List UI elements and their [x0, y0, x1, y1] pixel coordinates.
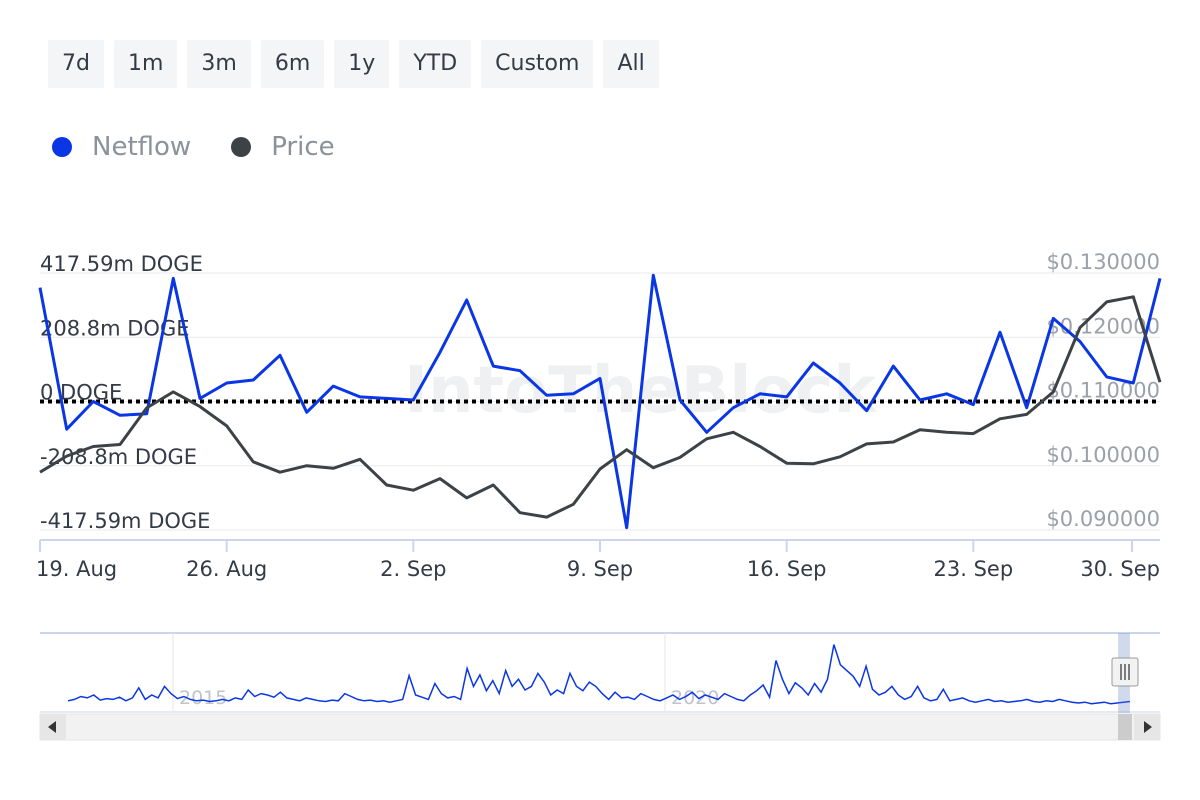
y-left-tick-label: -417.59m DOGE [40, 509, 210, 533]
range-button-6m[interactable]: 6m [260, 40, 325, 88]
legend-label: Price [271, 132, 335, 162]
range-button-1y[interactable]: 1y [334, 40, 390, 88]
legend-dot-icon [231, 137, 252, 157]
range-button-ytd[interactable]: YTD [399, 40, 472, 88]
y-right-tick-label: $0.090000 [1046, 507, 1160, 531]
range-selector: 7d 1m 3m 6m 1y YTD Custom All [48, 40, 659, 88]
y-right-tick-label: $0.110000 [1046, 379, 1160, 403]
navigator-scrollbar-thumb[interactable] [1118, 714, 1132, 740]
chart-legend: Netflow Price [52, 132, 335, 162]
legend-dot-icon [52, 137, 72, 157]
navigator-year-label: 2020 [671, 687, 719, 709]
triangle-left-icon [48, 721, 56, 733]
x-tick-label: 9. Sep [567, 557, 633, 581]
legend-label: Netflow [92, 132, 192, 162]
legend-item-price[interactable]: Price [231, 132, 335, 162]
navigator-overview-line [67, 644, 1131, 705]
range-button-3m[interactable]: 3m [187, 40, 251, 88]
y-left-tick-label: 208.8m DOGE [40, 316, 190, 340]
y-left-tick-label: 417.59m DOGE [40, 252, 203, 276]
x-tick-label: 26. Aug [186, 557, 267, 581]
series-line-price [39, 295, 1162, 519]
x-tick-label: 19. Aug [36, 557, 117, 581]
range-button-7d[interactable]: 7d [48, 40, 104, 88]
x-tick-label: 16. Sep [747, 557, 827, 581]
navigator-year-label: 2015 [179, 687, 227, 709]
navigator-scrollbar-track[interactable] [39, 713, 1161, 741]
x-tick-label: 2. Sep [380, 557, 446, 581]
range-button-all[interactable]: All [603, 40, 659, 88]
legend-item-netflow[interactable]: Netflow [52, 132, 191, 162]
series-line-netflow [38, 273, 1162, 530]
y-right-tick-label: $0.130000 [1046, 250, 1160, 274]
range-button-1m[interactable]: 1m [113, 40, 178, 88]
triangle-right-icon [1144, 721, 1152, 733]
range-button-custom[interactable]: Custom [481, 40, 594, 88]
y-right-tick-label: $0.100000 [1046, 443, 1160, 467]
x-tick-label: 30. Sep [1080, 557, 1160, 581]
x-tick-label: 23. Sep [934, 557, 1014, 581]
